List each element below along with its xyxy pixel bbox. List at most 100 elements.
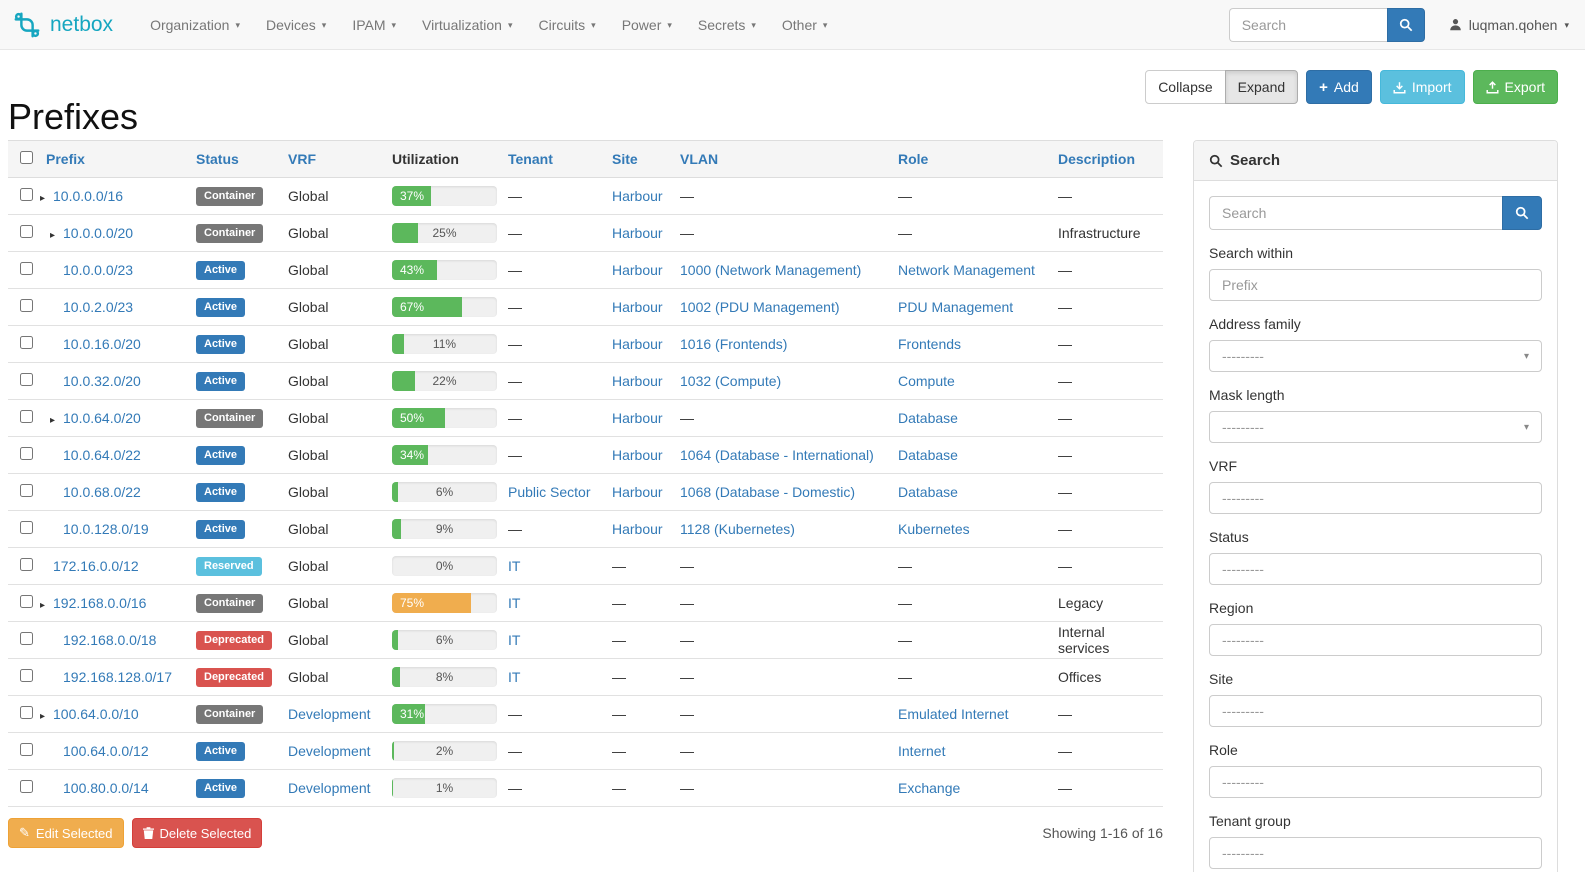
prefix-link[interactable]: 10.0.128.0/19 (63, 521, 149, 537)
export-button[interactable]: Export (1472, 70, 1558, 104)
site-link[interactable]: Harbour (612, 262, 663, 278)
role-link[interactable]: Internet (898, 743, 946, 759)
row-checkbox[interactable] (20, 632, 33, 645)
add-button[interactable]: + Add (1306, 70, 1372, 104)
netbox-brand[interactable]: netbox (12, 10, 113, 40)
prefix-link[interactable]: 10.0.0.0/23 (63, 262, 134, 278)
prefix-link[interactable]: 192.168.0.0/16 (53, 595, 147, 611)
filter-input-search-within[interactable] (1209, 269, 1542, 301)
site-link[interactable]: Harbour (612, 521, 663, 537)
filter-input-site[interactable] (1209, 695, 1542, 727)
vlan-link[interactable]: 1002 (PDU Management) (680, 299, 840, 315)
expand-arrow-icon[interactable]: ▸ (40, 193, 46, 204)
nav-item-other[interactable]: Other ▾ (769, 0, 841, 50)
vlan-link[interactable]: 1064 (Database - International) (680, 447, 874, 463)
filter-input-role[interactable] (1209, 766, 1542, 798)
prefix-link[interactable]: 100.64.0.0/12 (63, 743, 149, 759)
user-menu[interactable]: luqman.qohen ▾ (1449, 17, 1569, 33)
vlan-link[interactable]: 1016 (Frontends) (680, 336, 788, 352)
vlan-link[interactable]: 1068 (Database - Domestic) (680, 484, 856, 500)
row-checkbox[interactable] (20, 373, 33, 386)
edit-selected-button[interactable]: ✎ Edit Selected (8, 818, 124, 848)
row-checkbox[interactable] (20, 706, 33, 719)
filter-input-vrf[interactable] (1209, 482, 1542, 514)
site-link[interactable]: Harbour (612, 336, 663, 352)
navbar-search-input[interactable] (1228, 7, 1387, 42)
site-link[interactable]: Harbour (612, 410, 663, 426)
prefix-link[interactable]: 10.0.2.0/23 (63, 299, 134, 315)
site-link[interactable]: Harbour (612, 225, 663, 241)
tenant-link[interactable]: Public Sector (508, 484, 591, 500)
filter-input-region[interactable] (1209, 624, 1542, 656)
column-header-tenant[interactable]: Tenant (498, 140, 602, 178)
nav-item-devices[interactable]: Devices ▾ (253, 0, 339, 50)
row-checkbox[interactable] (20, 595, 33, 608)
tenant-link[interactable]: IT (508, 558, 521, 574)
row-checkbox[interactable] (20, 299, 33, 312)
prefix-link[interactable]: 10.0.16.0/20 (63, 336, 141, 352)
prefix-link[interactable]: 10.0.64.0/20 (63, 410, 141, 426)
filter-select-mask-length[interactable]: --------- ▾ (1209, 411, 1542, 443)
role-link[interactable]: Frontends (898, 336, 962, 352)
row-checkbox[interactable] (20, 410, 33, 423)
role-link[interactable]: PDU Management (898, 299, 1014, 315)
row-checkbox[interactable] (20, 743, 33, 756)
expand-arrow-icon[interactable]: ▸ (40, 711, 46, 722)
expand-arrow-icon[interactable]: ▸ (50, 230, 56, 241)
vrf-link[interactable]: Development (288, 706, 371, 722)
prefix-link[interactable]: 100.64.0.0/10 (53, 706, 139, 722)
column-header-vrf[interactable]: VRF (278, 140, 382, 178)
filter-select-address-family[interactable]: --------- ▾ (1209, 340, 1542, 372)
prefix-link[interactable]: 192.168.128.0/17 (63, 669, 172, 685)
collapse-button[interactable]: Collapse (1145, 70, 1226, 104)
expand-button[interactable]: Expand (1224, 70, 1299, 104)
site-link[interactable]: Harbour (612, 447, 663, 463)
filter-input-tenant-group[interactable] (1209, 837, 1542, 869)
site-link[interactable]: Harbour (612, 188, 663, 204)
prefix-link[interactable]: 100.80.0.0/14 (63, 780, 149, 796)
role-link[interactable]: Database (898, 410, 958, 426)
vrf-link[interactable]: Development (288, 743, 371, 759)
filter-search-button[interactable] (1502, 196, 1542, 230)
vlan-link[interactable]: 1128 (Kubernetes) (680, 521, 795, 537)
nav-item-ipam[interactable]: IPAM ▾ (339, 0, 409, 50)
prefix-link[interactable]: 10.0.32.0/20 (63, 373, 141, 389)
column-header-site[interactable]: Site (602, 140, 670, 178)
vrf-link[interactable]: Development (288, 780, 371, 796)
column-header-vlan[interactable]: VLAN (670, 140, 888, 178)
site-link[interactable]: Harbour (612, 484, 663, 500)
tenant-link[interactable]: IT (508, 669, 521, 685)
column-header-role[interactable]: Role (888, 140, 1048, 178)
prefix-link[interactable]: 172.16.0.0/12 (53, 558, 139, 574)
vlan-link[interactable]: 1032 (Compute) (680, 373, 782, 389)
role-link[interactable]: Compute (898, 373, 955, 389)
nav-item-organization[interactable]: Organization ▾ (137, 0, 253, 50)
tenant-link[interactable]: IT (508, 632, 521, 648)
site-link[interactable]: Harbour (612, 373, 663, 389)
row-checkbox[interactable] (20, 188, 33, 201)
prefix-link[interactable]: 10.0.64.0/22 (63, 447, 141, 463)
row-checkbox[interactable] (20, 225, 33, 238)
role-link[interactable]: Database (898, 447, 958, 463)
role-link[interactable]: Database (898, 484, 958, 500)
nav-item-power[interactable]: Power ▾ (609, 0, 685, 50)
select-all-checkbox[interactable] (20, 151, 33, 164)
vlan-link[interactable]: 1000 (Network Management) (680, 262, 862, 278)
row-checkbox[interactable] (20, 558, 33, 571)
filter-search-input[interactable] (1209, 196, 1502, 230)
column-header-prefix[interactable]: Prefix (36, 140, 186, 178)
row-checkbox[interactable] (20, 521, 33, 534)
nav-item-virtualization[interactable]: Virtualization ▾ (409, 0, 525, 50)
prefix-link[interactable]: 10.0.0.0/20 (63, 225, 134, 241)
nav-item-circuits[interactable]: Circuits ▾ (525, 0, 608, 50)
expand-arrow-icon[interactable]: ▸ (50, 415, 56, 426)
prefix-link[interactable]: 10.0.68.0/22 (63, 484, 141, 500)
row-checkbox[interactable] (20, 336, 33, 349)
site-link[interactable]: Harbour (612, 299, 663, 315)
role-link[interactable]: Emulated Internet (898, 706, 1009, 722)
expand-arrow-icon[interactable]: ▸ (40, 600, 46, 611)
tenant-link[interactable]: IT (508, 595, 521, 611)
prefix-link[interactable]: 192.168.0.0/18 (63, 632, 157, 648)
role-link[interactable]: Network Management (898, 262, 1035, 278)
prefix-link[interactable]: 10.0.0.0/16 (53, 188, 124, 204)
